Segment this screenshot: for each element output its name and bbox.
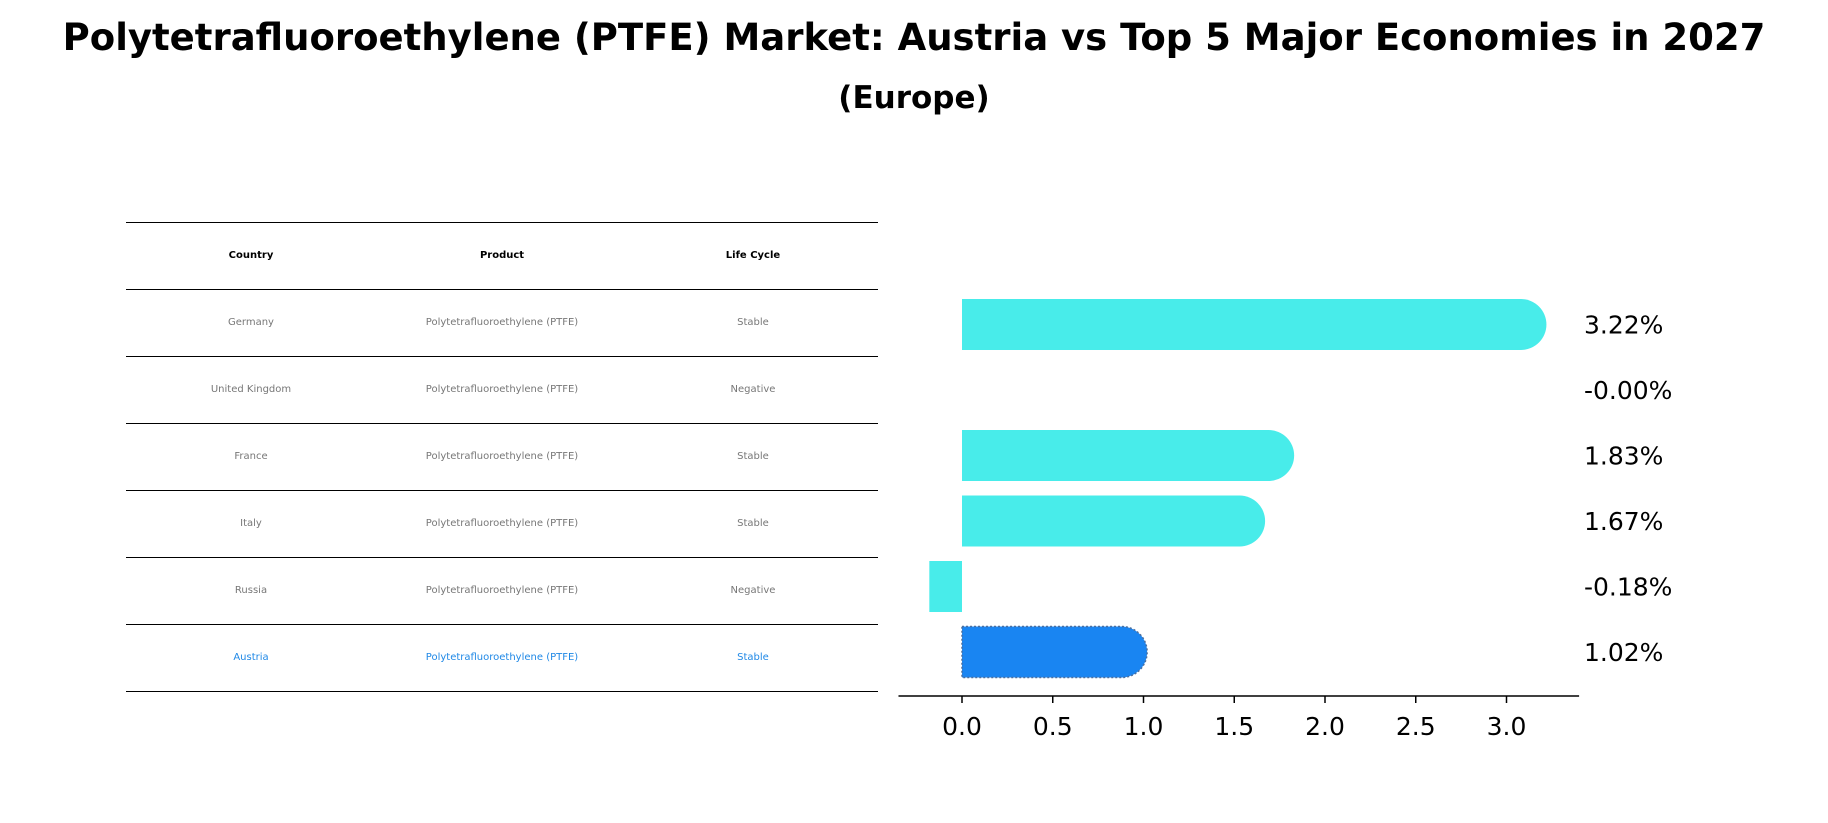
header-life-cycle: Life Cycle: [725, 250, 781, 261]
row-country: United Kingdom: [210, 384, 292, 395]
table-rule: [126, 356, 878, 357]
row-product: Polytetrafluoroethylene (PTFE): [425, 384, 579, 395]
row-country: Germany: [228, 317, 274, 328]
row-life-cycle: Negative: [730, 585, 776, 596]
x-tick-label: 1.5: [1214, 712, 1254, 741]
row-life-cycle: Stable: [737, 518, 769, 529]
row-product-highlight: Polytetrafluoroethylene (PTFE): [425, 652, 579, 663]
x-tick-label: 1.0: [1124, 712, 1164, 741]
table-rule: [126, 624, 878, 625]
row-life-cycle-highlight: Stable: [737, 652, 769, 663]
bar-russia: [929, 561, 962, 612]
table-rule: [126, 557, 878, 558]
x-tick-label: 2.0: [1305, 712, 1345, 741]
value-label-austria: 1.02%: [1584, 638, 1663, 667]
x-tick-label: 0.0: [942, 712, 982, 741]
row-product: Polytetrafluoroethylene (PTFE): [425, 585, 579, 596]
table-rule: [126, 423, 878, 424]
row-product: Polytetrafluoroethylene (PTFE): [425, 518, 579, 529]
chart-title: Polytetrafluoroethylene (PTFE) Market: A…: [62, 16, 1766, 59]
bar-austria: [961, 625, 1148, 679]
bar-italy: [962, 495, 1266, 547]
x-tick-label: 3.0: [1487, 712, 1527, 741]
row-life-cycle: Stable: [737, 317, 769, 328]
table-rule: [126, 490, 878, 491]
row-life-cycle: Stable: [737, 451, 769, 462]
bars-group: [929, 299, 1547, 679]
table-rule: [126, 222, 878, 223]
bar-france: [962, 430, 1295, 481]
life-cycle-table: Country Product Life Cycle Germany Polyt…: [126, 222, 878, 692]
header-product: Product: [479, 250, 525, 261]
row-country: Russia: [234, 585, 268, 596]
row-country-highlight: Austria: [233, 652, 269, 663]
x-ticks-group: 0.0 0.5 1.0 1.5 2.0 2.5 3.0: [942, 696, 1526, 741]
row-product: Polytetrafluoroethylene (PTFE): [425, 317, 579, 328]
bar-germany: [962, 299, 1547, 350]
x-tick-label: 0.5: [1033, 712, 1073, 741]
table-rule: [126, 289, 878, 290]
x-tick-label: 2.5: [1396, 712, 1436, 741]
value-label-russia: -0.18%: [1584, 573, 1672, 602]
row-country: France: [234, 451, 268, 462]
table-rule: [126, 691, 878, 692]
value-labels-group: 3.22% -0.00% 1.83% 1.67% -0.18% 1.02%: [1584, 311, 1672, 668]
value-label-italy: 1.67%: [1584, 507, 1663, 536]
row-country: Italy: [240, 518, 262, 529]
row-life-cycle: Negative: [730, 384, 776, 395]
chart-subtitle: (Europe): [838, 80, 990, 116]
value-label-germany: 3.22%: [1584, 311, 1663, 340]
row-product: Polytetrafluoroethylene (PTFE): [425, 451, 579, 462]
value-label-france: 1.83%: [1584, 442, 1663, 471]
value-label-united-kingdom: -0.00%: [1584, 376, 1672, 405]
header-country: Country: [228, 250, 274, 261]
